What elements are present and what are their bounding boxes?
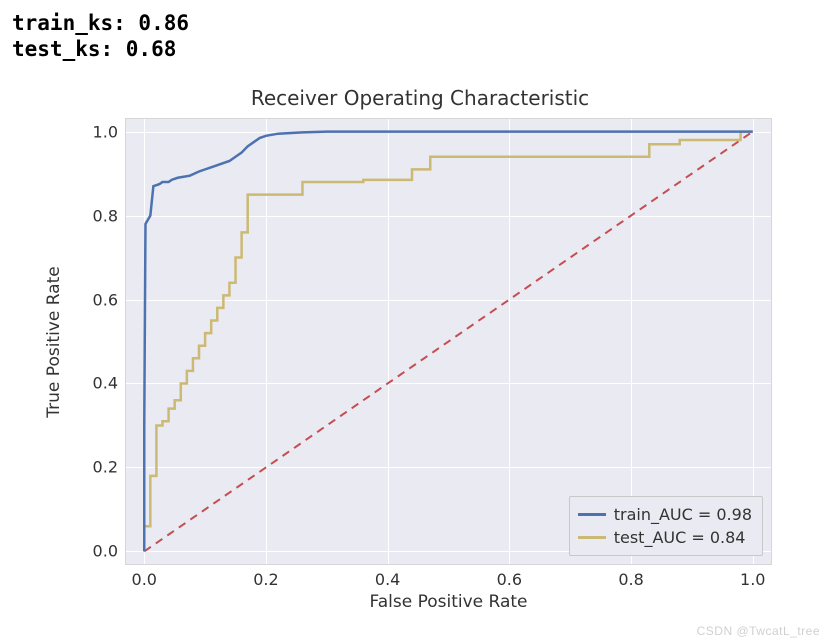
test-ks-line: test_ks: 0.68 [12, 37, 176, 61]
legend-label-test: test_AUC = 0.84 [614, 528, 746, 547]
x-tick-label: 1.0 [740, 570, 765, 589]
ks-output: train_ks: 0.86 test_ks: 0.68 [0, 0, 826, 63]
watermark: CSDN @TwcatL_tree [697, 624, 820, 638]
legend: train_AUC = 0.98 test_AUC = 0.84 [569, 496, 763, 556]
y-tick-label: 0.0 [93, 542, 118, 561]
y-tick-label: 0.6 [93, 290, 118, 309]
y-axis-label: True Positive Rate [44, 266, 64, 417]
y-tick-label: 0.2 [93, 458, 118, 477]
plot-area: train_AUC = 0.98 test_AUC = 0.84 False P… [125, 118, 772, 565]
y-tick-label: 0.4 [93, 374, 118, 393]
legend-swatch-train [578, 513, 606, 516]
legend-swatch-test [578, 536, 606, 539]
y-tick-label: 1.0 [93, 122, 118, 141]
chart-title: Receiver Operating Characteristic [30, 86, 810, 110]
x-axis-label: False Positive Rate [370, 592, 528, 612]
x-tick-label: 0.0 [132, 570, 157, 589]
train-ks-line: train_ks: 0.86 [12, 11, 189, 35]
legend-entry-train: train_AUC = 0.98 [578, 503, 752, 526]
x-tick-label: 0.6 [497, 570, 522, 589]
x-tick-label: 0.8 [618, 570, 643, 589]
y-tick-label: 0.8 [93, 206, 118, 225]
x-tick-label: 0.4 [375, 570, 400, 589]
roc-chart: Receiver Operating Characteristic train_… [30, 78, 810, 623]
legend-label-train: train_AUC = 0.98 [614, 505, 752, 524]
legend-entry-test: test_AUC = 0.84 [578, 526, 752, 549]
series-diagonal [144, 132, 752, 552]
x-tick-label: 0.2 [253, 570, 278, 589]
